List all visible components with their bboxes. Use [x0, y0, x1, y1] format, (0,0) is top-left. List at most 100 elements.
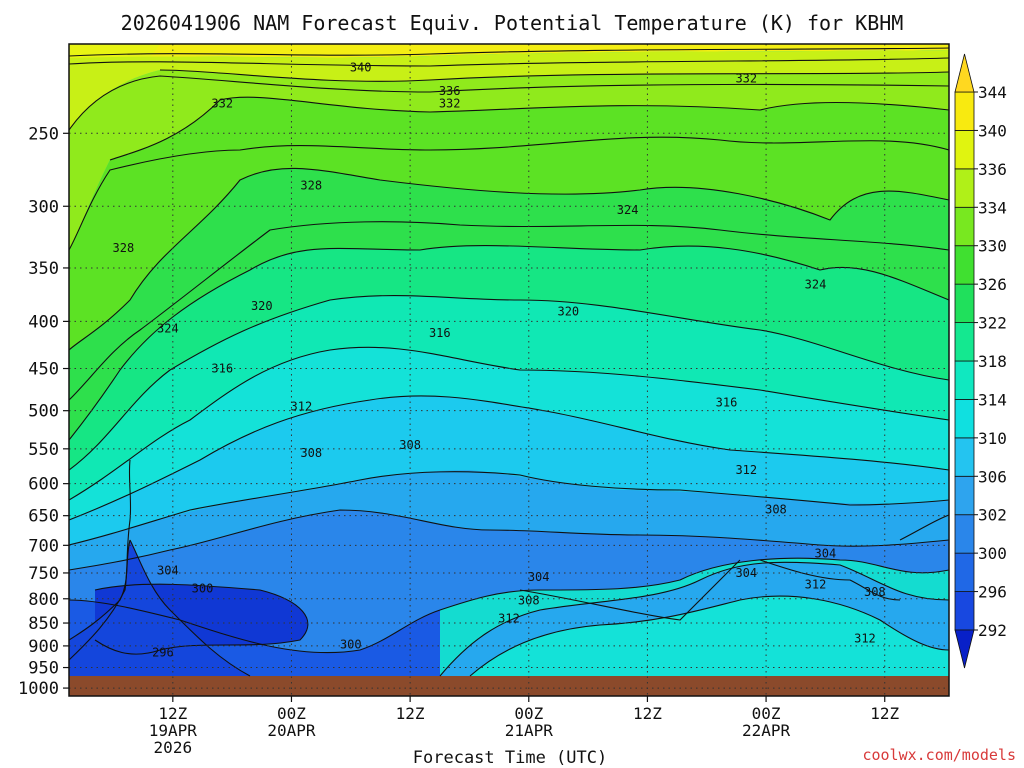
- credit-text: coolwx.com/models: [862, 746, 1016, 764]
- contour-line: [69, 47, 949, 57]
- y-tick-label: 250: [28, 124, 59, 144]
- colorbar-tick-label: 296: [978, 583, 1007, 602]
- contour-line: [439, 561, 949, 677]
- band-fill-306: [69, 470, 949, 570]
- ground-surface: [69, 676, 949, 696]
- y-tick-label: 900: [28, 637, 59, 657]
- contour-line: [69, 295, 949, 471]
- contour-label: 316: [716, 396, 738, 410]
- y-tick-label: 400: [28, 312, 59, 332]
- y-tick-label: 500: [28, 402, 59, 422]
- contour-label: 300: [192, 582, 214, 596]
- contour-line: [519, 559, 741, 621]
- contour-line: [69, 459, 132, 661]
- contour-line: [69, 221, 949, 401]
- chart-title: 2026041906 NAM Forecast Equiv. Potential…: [121, 11, 904, 35]
- contour-line: [129, 539, 251, 677]
- contour-line: [69, 509, 949, 571]
- y-tick-label: 600: [28, 475, 59, 495]
- x-tick-label: 12Z: [870, 704, 899, 723]
- colorbar-tick-label: 292: [978, 621, 1007, 640]
- colorbar-tick-label: 302: [978, 506, 1007, 525]
- plot-frame: [68, 43, 950, 697]
- contour-label: 304: [157, 563, 179, 577]
- colorbar-swatch: [954, 206, 975, 247]
- colorbar-tick-label: 336: [978, 160, 1007, 179]
- contour-label: 316: [211, 362, 233, 376]
- contour-line: [69, 136, 949, 251]
- contour-label: 324: [617, 203, 639, 217]
- contour-label: 312: [735, 463, 757, 477]
- contour-label: 316: [429, 326, 451, 340]
- band-fill-322: [69, 245, 949, 470]
- y-tick-label: 950: [28, 659, 59, 679]
- contour-line: [94, 583, 309, 655]
- band-fill-318: [69, 295, 949, 500]
- contour-line: [69, 245, 949, 441]
- contour-line: [109, 96, 949, 161]
- contour-line: [69, 395, 949, 521]
- colorbar-swatch: [954, 437, 975, 477]
- x-tick-label: 22APR: [742, 721, 791, 740]
- contour-label: 332: [735, 71, 757, 85]
- colorbar-swatch: [954, 514, 975, 554]
- contour-label: 308: [300, 446, 322, 460]
- contour-label: 332: [439, 96, 461, 110]
- band-fill-334: [69, 70, 949, 250]
- contour-line: [69, 75, 949, 131]
- contour-label: 336: [439, 84, 461, 98]
- contour-line: [69, 167, 949, 351]
- contour-line: [899, 514, 949, 541]
- contour-line: [69, 346, 949, 501]
- y-tick-label: 550: [28, 440, 59, 460]
- contour-label: 304: [815, 546, 837, 560]
- contour-label: 312: [854, 632, 876, 646]
- contour-line: [469, 595, 949, 677]
- y-tick-label: 300: [28, 197, 59, 217]
- x-tick-label: 21APR: [505, 721, 554, 740]
- band-fill-314: [69, 347, 949, 520]
- colorbar-swatch: [954, 399, 975, 439]
- y-tick-label: 350: [28, 259, 59, 279]
- contour-label: 312: [805, 578, 827, 592]
- contour-label: 312: [291, 400, 313, 414]
- colorbar-swatch: [954, 168, 975, 208]
- contour-label: 308: [399, 438, 421, 452]
- colorbar-swatch: [954, 322, 975, 362]
- contour-lines: [69, 47, 949, 677]
- colorbar-swatch: [954, 360, 975, 400]
- colorbar-tick-label: 340: [978, 121, 1007, 140]
- contour-label: 308: [864, 585, 886, 599]
- colorbar-swatch: [954, 130, 975, 170]
- colorbar-swatch: [954, 475, 975, 516]
- band-fill-338: [69, 50, 949, 130]
- band-fill-lower-right-310: [470, 596, 949, 676]
- band-fill-310: [69, 395, 949, 545]
- y-tick-label: 700: [28, 536, 59, 556]
- colorbar-tick-label: 326: [978, 275, 1007, 294]
- contour-line: [69, 557, 949, 654]
- x-tick-label: 12Z: [633, 704, 662, 723]
- contour-label: 304: [528, 570, 550, 584]
- contour-line: [759, 559, 901, 601]
- contour-label: 308: [518, 593, 540, 607]
- y-tick-label: 800: [28, 590, 59, 610]
- x-tick-label: 20APR: [267, 721, 316, 740]
- contour-label: 324: [157, 321, 179, 335]
- x-tick-label: 00Z: [514, 704, 543, 723]
- colorbar-tick-label: 334: [978, 198, 1007, 217]
- colorbar-tick-label: 330: [978, 237, 1007, 256]
- x-axis-label: Forecast Time (UTC): [413, 748, 607, 768]
- x-tick-label: 00Z: [752, 704, 781, 723]
- x-tick-label: 00Z: [277, 704, 306, 723]
- contour-label: 312: [498, 611, 520, 625]
- contour-label: 320: [251, 299, 273, 313]
- contour-line: [159, 69, 949, 82]
- contour-label: 300: [340, 638, 362, 652]
- contour-label: 324: [805, 278, 827, 292]
- colorbar: 292 296 300 302 306 310 314 318 322 326 330 334 336 3…: [954, 53, 1007, 669]
- colorbar-swatch: [954, 91, 975, 131]
- contour-label: 320: [557, 304, 579, 318]
- colorbar-tick-label: 322: [978, 314, 1007, 333]
